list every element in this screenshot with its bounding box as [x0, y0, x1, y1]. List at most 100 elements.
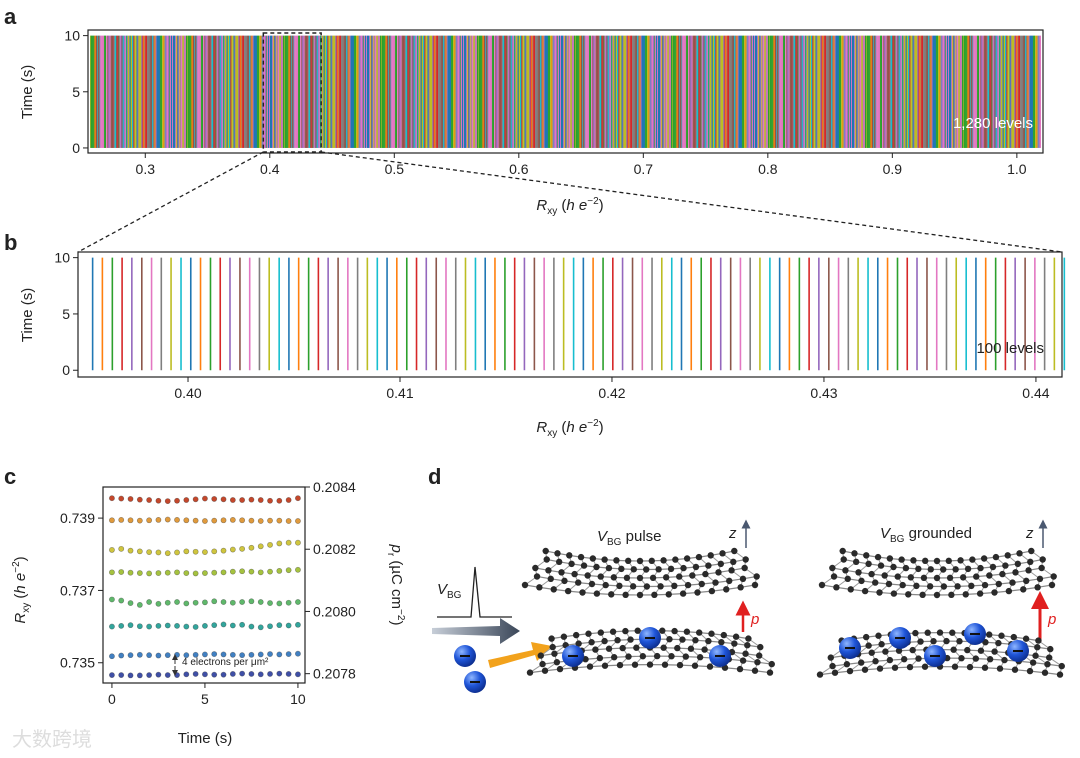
data-point	[164, 498, 171, 505]
lattice-atom	[682, 653, 690, 660]
lattice-atom	[1027, 558, 1034, 566]
lattice-atom	[698, 580, 705, 588]
lattice-atom	[706, 663, 714, 670]
lattice-atom	[536, 584, 543, 591]
lattice-atom	[653, 652, 661, 660]
lattice-atom	[1020, 586, 1027, 593]
lattice-atom	[717, 560, 725, 568]
lattice-atom	[754, 659, 761, 666]
lattice-atom	[543, 556, 550, 563]
lattice-atom	[830, 573, 838, 580]
lattice-atom	[991, 648, 998, 655]
data-point	[155, 549, 162, 556]
data-point	[164, 516, 171, 523]
data-point	[118, 495, 125, 502]
lattice-atom	[622, 591, 629, 599]
data-point	[267, 497, 273, 504]
data-point	[174, 549, 180, 556]
lattice-atom	[959, 574, 967, 581]
y-tick-label: 0.735	[60, 655, 95, 671]
lattice-atom	[593, 563, 600, 571]
lattice-atom	[687, 645, 695, 652]
data-point	[267, 671, 273, 677]
data-point	[118, 517, 125, 523]
data-point	[295, 650, 301, 657]
lattice-atom	[646, 661, 654, 668]
data-point	[109, 596, 115, 603]
lattice-atom	[1056, 671, 1064, 678]
data-point	[276, 497, 283, 504]
lattice-atom	[683, 628, 691, 635]
lattice-atom	[1044, 661, 1051, 668]
panel-label: d	[428, 464, 441, 489]
lattice-atom	[550, 586, 557, 593]
lattice-atom	[915, 655, 922, 662]
lattice-atom	[981, 581, 989, 589]
lattice-atom	[660, 644, 667, 651]
data-point	[295, 621, 301, 628]
data-point	[267, 600, 273, 606]
lattice-atom	[597, 629, 604, 636]
data-point	[127, 652, 134, 659]
lattice-atom	[695, 553, 703, 561]
data-point	[248, 598, 255, 605]
lattice-atom	[986, 572, 993, 579]
lattice-atom	[969, 556, 976, 563]
lattice-atom	[545, 567, 552, 574]
lattice-atom	[1025, 567, 1032, 574]
lattice-atom	[610, 574, 618, 581]
data-point	[295, 566, 301, 573]
lattice-atom	[683, 555, 691, 562]
x-tick-label: 0.42	[598, 385, 625, 401]
lattice-atom	[890, 590, 898, 597]
y2-tick-label: 0.2078	[313, 666, 356, 682]
lattice-atom	[876, 589, 883, 596]
lattice-atom	[691, 662, 699, 669]
data-point	[109, 623, 115, 630]
lattice-atom	[922, 557, 929, 565]
lattice-atom	[843, 661, 851, 668]
data-point	[257, 518, 264, 524]
data-point	[155, 517, 162, 523]
data-point	[146, 549, 153, 555]
lattice-atom	[1034, 644, 1041, 651]
lattice-atom	[701, 646, 708, 653]
data-point	[285, 651, 292, 657]
lattice-atom	[945, 557, 952, 565]
lattice-atom	[900, 656, 908, 663]
lattice-atom	[927, 566, 934, 573]
lattice-atom	[891, 664, 899, 671]
lattice-atom	[744, 642, 751, 649]
data-point	[109, 653, 115, 660]
lattice-atom	[694, 589, 701, 596]
lattice-atom	[561, 577, 568, 585]
data-point	[220, 599, 227, 605]
lattice-atom	[995, 580, 1002, 588]
y2-tick-label: 0.2082	[313, 541, 356, 557]
lattice-atom	[895, 647, 903, 654]
lattice-atom	[584, 572, 591, 579]
lattice-atom	[1039, 556, 1046, 563]
lattice-atom	[1009, 579, 1016, 586]
lattice-atom	[549, 643, 556, 651]
zoom-connector	[321, 151, 1063, 253]
data-point	[118, 569, 125, 575]
data-point	[127, 672, 134, 679]
lattice-atom	[551, 650, 558, 657]
lattice-atom	[905, 591, 912, 598]
lattice-atom	[613, 557, 620, 564]
lattice-atom	[886, 656, 894, 664]
data-point	[257, 671, 264, 678]
x-axis-label: Rxy (h e−2)	[536, 418, 603, 439]
x-tick-label: 10	[290, 691, 306, 707]
data-point	[183, 570, 190, 576]
data-point	[127, 622, 134, 629]
lattice-atom	[881, 572, 888, 579]
data-point	[136, 570, 143, 576]
lattice-atom	[651, 591, 658, 599]
lattice-atom	[847, 586, 854, 593]
data-point	[155, 570, 162, 576]
plot-frame	[87, 29, 1044, 154]
lattice-atom	[1047, 645, 1054, 653]
